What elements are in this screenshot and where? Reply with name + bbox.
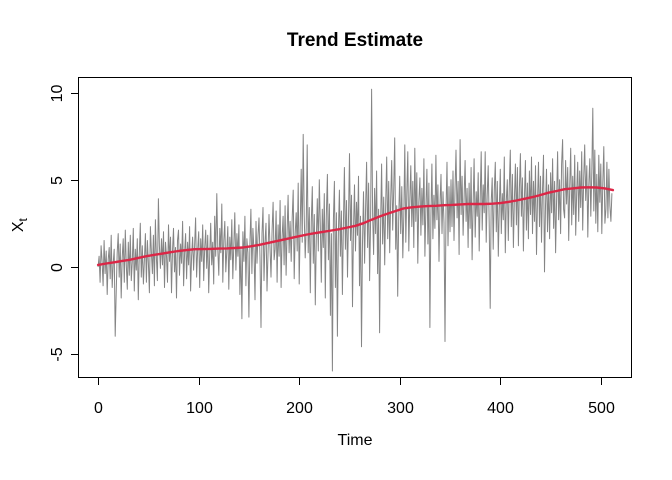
y-axis-label-sub: t: [16, 218, 31, 222]
x-tick-label: 0: [94, 400, 103, 417]
chart-title: Trend Estimate: [286, 30, 424, 51]
y-tick-label: 5: [49, 176, 66, 185]
y-tick-label: 0: [49, 263, 66, 272]
x-axis-label: Time: [337, 432, 373, 449]
series-trend: [96, 186, 615, 267]
x-tick-label: 500: [588, 400, 615, 417]
x-tick-label: 300: [387, 400, 414, 417]
series-observed: [97, 88, 613, 372]
x-tick-label: 400: [487, 400, 514, 417]
plot-frame: [78, 77, 632, 378]
x-tick-label: 100: [186, 400, 213, 417]
y-tick-label: 10: [49, 85, 66, 103]
y-axis-label: Xt: [10, 201, 30, 249]
y-axis-label-main: X: [9, 221, 27, 233]
x-tick-label: 200: [286, 400, 313, 417]
y-tick-label: -5: [49, 347, 66, 361]
